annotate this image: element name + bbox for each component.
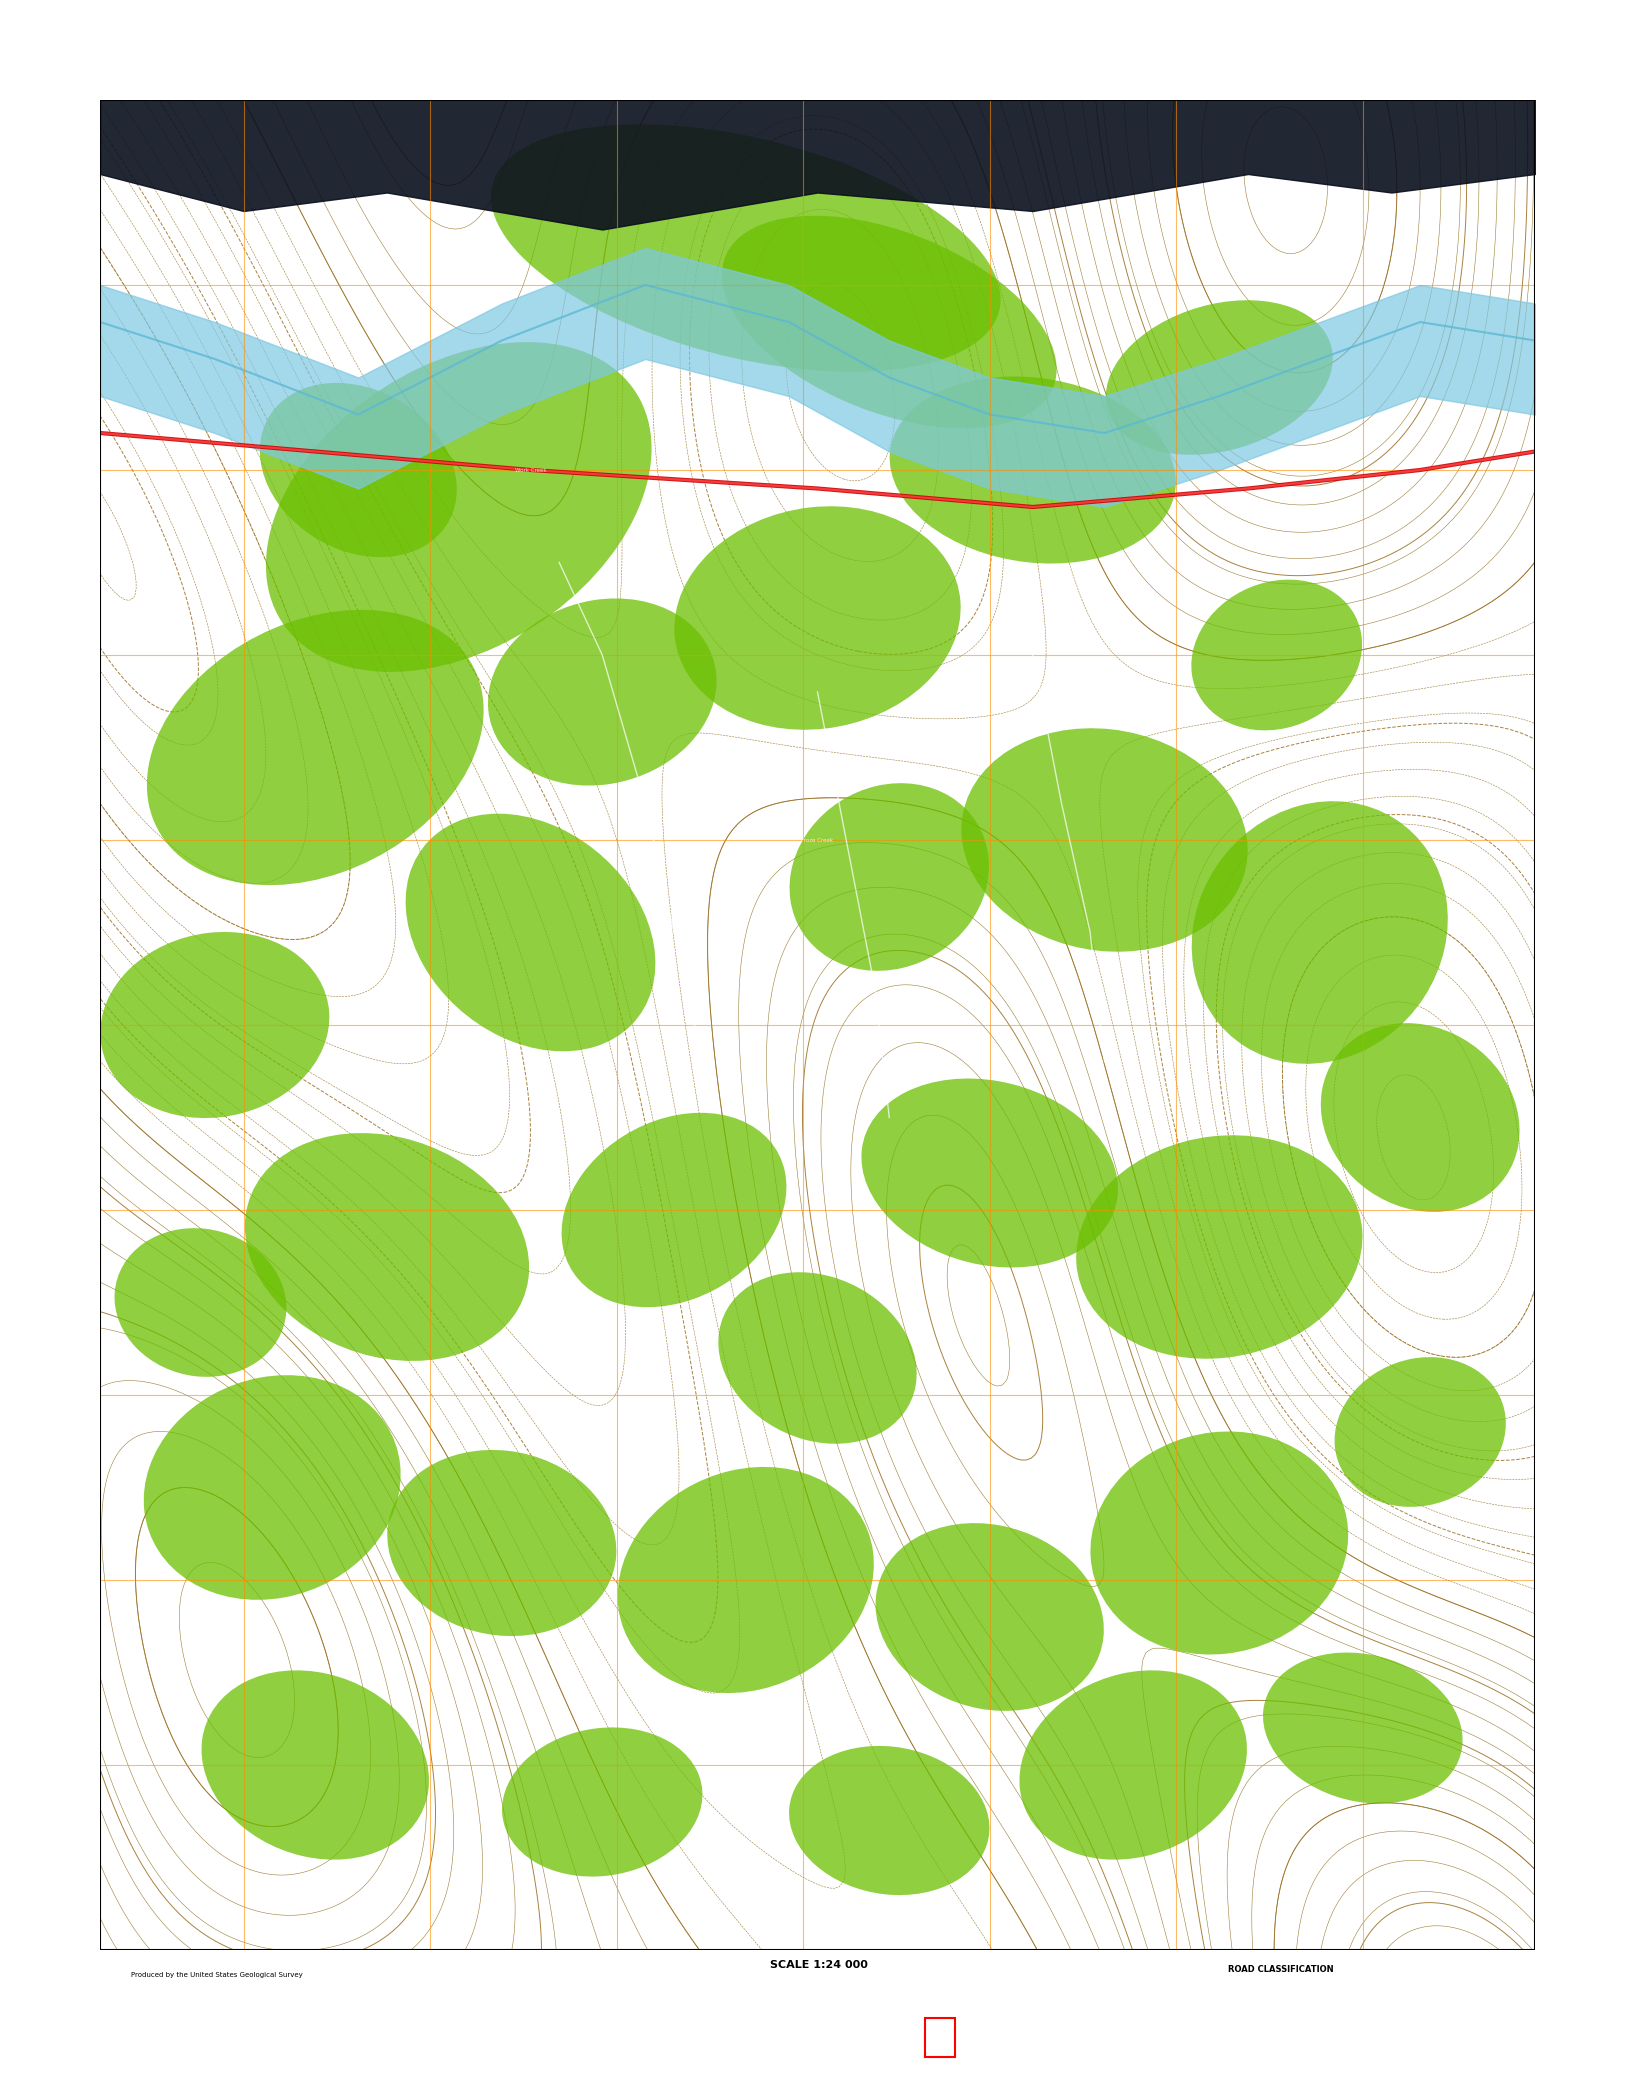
Ellipse shape — [1335, 1357, 1505, 1508]
Ellipse shape — [488, 599, 716, 785]
Ellipse shape — [406, 814, 655, 1052]
Ellipse shape — [790, 1746, 989, 1896]
Text: 7.5-MINUTE SERIES: 7.5-MINUTE SERIES — [1392, 69, 1491, 77]
Ellipse shape — [889, 376, 1176, 564]
Text: science for a changing world: science for a changing world — [85, 67, 177, 73]
Bar — [925, 2017, 955, 2057]
Ellipse shape — [1192, 802, 1448, 1063]
Ellipse shape — [876, 1522, 1104, 1710]
Text: Work Creek: Work Creek — [514, 468, 547, 472]
Text: USGS: USGS — [108, 33, 154, 48]
Text: SCALE 1:24 000: SCALE 1:24 000 — [770, 1961, 868, 1969]
Text: ROAD CLASSIFICATION: ROAD CLASSIFICATION — [1228, 1965, 1333, 1975]
Text: The National Map: The National Map — [783, 31, 855, 40]
Ellipse shape — [618, 1468, 873, 1693]
Ellipse shape — [115, 1228, 287, 1376]
Ellipse shape — [1263, 1652, 1463, 1804]
Ellipse shape — [260, 382, 457, 557]
Ellipse shape — [387, 1449, 616, 1637]
Text: Produced by the United States Geological Survey: Produced by the United States Geological… — [131, 1971, 303, 1977]
Text: U.S. GEOLOGICAL SURVEY: U.S. GEOLOGICAL SURVEY — [360, 61, 513, 71]
Ellipse shape — [790, 783, 989, 971]
Ellipse shape — [722, 215, 1057, 428]
Ellipse shape — [100, 931, 329, 1117]
Ellipse shape — [719, 1272, 917, 1443]
Ellipse shape — [1320, 1023, 1520, 1211]
Ellipse shape — [144, 1376, 401, 1599]
Text: MONTANA-SWEET GRASS CO.: MONTANA-SWEET GRASS CO. — [1364, 48, 1518, 56]
Ellipse shape — [962, 729, 1248, 952]
Ellipse shape — [246, 1134, 529, 1361]
Ellipse shape — [1106, 301, 1333, 455]
Text: U.S. DEPARTMENT OF THE INTERIOR: U.S. DEPARTMENT OF THE INTERIOR — [360, 33, 572, 44]
Text: Froze Creek: Froze Creek — [801, 837, 834, 841]
Text: WORK CREEK QUADRANGLE: WORK CREEK QUADRANGLE — [1345, 23, 1538, 35]
Ellipse shape — [675, 505, 960, 729]
Ellipse shape — [562, 1113, 786, 1307]
Ellipse shape — [1191, 580, 1363, 731]
Ellipse shape — [201, 1670, 429, 1860]
Ellipse shape — [491, 125, 1001, 372]
Ellipse shape — [1019, 1670, 1247, 1860]
Text: 🗺 US Topo: 🗺 US Topo — [781, 58, 857, 71]
Ellipse shape — [265, 342, 652, 672]
Ellipse shape — [503, 1727, 703, 1877]
Ellipse shape — [1076, 1136, 1363, 1359]
Ellipse shape — [862, 1079, 1119, 1267]
Ellipse shape — [1091, 1432, 1348, 1654]
Ellipse shape — [147, 610, 483, 885]
